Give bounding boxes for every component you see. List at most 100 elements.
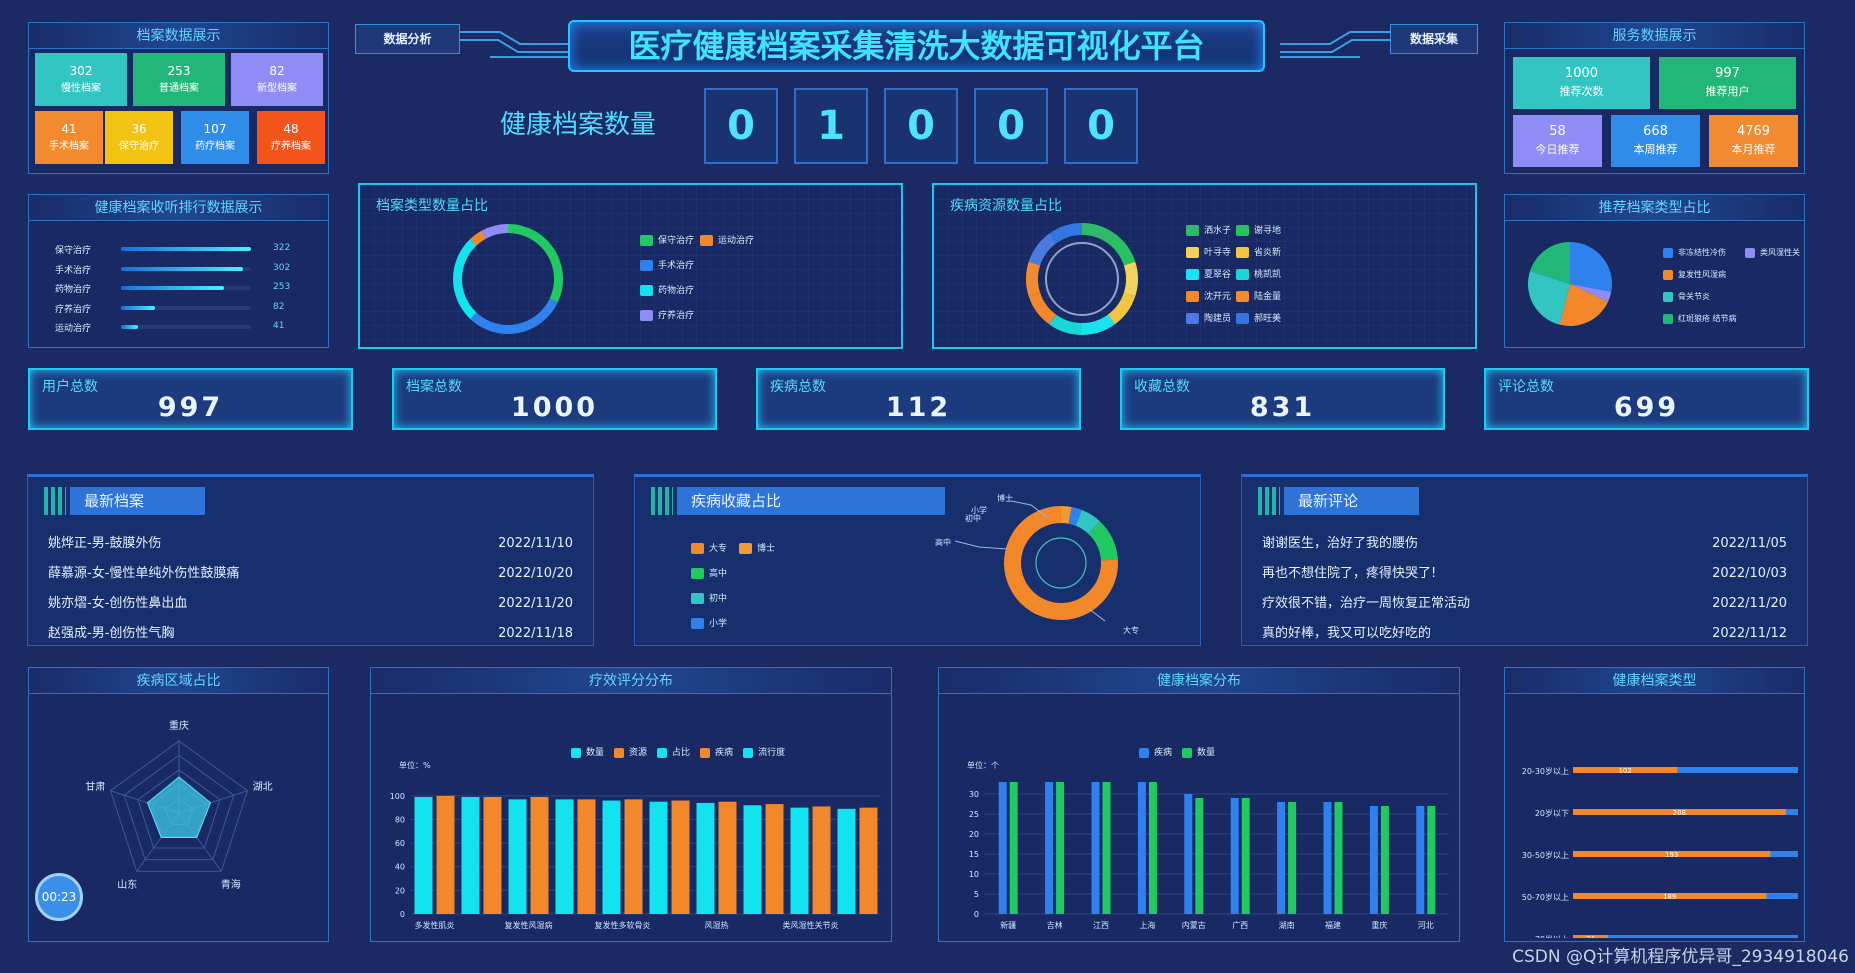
service-tile[interactable]: 4769 本月推荐 [1709,115,1798,167]
bar-疾病 [998,782,1007,914]
tile-label: 慢性档案 [61,83,101,94]
rank-value: 82 [273,301,285,312]
tile-label: 今日推荐 [1535,143,1580,156]
archive-type-donut [453,224,563,334]
panel-title: 疾病资源数量占比 [950,198,1062,214]
service-tile[interactable]: 1000 推荐次数 [1513,57,1650,109]
legend-swatch [739,543,752,554]
bar-value [1573,767,1678,773]
tile-label: 手术档案 [49,141,89,152]
bar-数量 [1102,782,1111,914]
legend-label: 手术治疗 [658,261,695,271]
legend-swatch [1186,247,1199,258]
panel-title: 健康档案类型 [1505,668,1804,694]
bar-疾病 [1416,806,1425,914]
stat-label: 疾病总数 [770,379,826,395]
bar-资源 [765,804,784,914]
timer-badge[interactable]: 00:23 [35,873,83,921]
list-item[interactable]: 谢谢医生，治好了我的腰伤 2022/11/05 [1262,533,1787,555]
list-item[interactable]: 姚烨正-男-鼓膜外伤 2022/11/10 [48,533,573,555]
tile-value: 41 [61,122,77,136]
radar-label: 重庆 [169,719,189,732]
item-text: 赵强成-男-创伤性气胸 [48,626,175,641]
service-tile[interactable]: 668 本周推荐 [1611,115,1700,167]
tile-value: 48 [283,122,299,136]
legend-swatch [640,260,653,271]
legend-swatch [691,593,704,604]
donut-segment [1028,233,1057,266]
list-item[interactable]: 赵强成-男-创伤性气胸 2022/11/18 [48,623,573,645]
archive-tile[interactable]: 302 慢性档案 [35,53,127,106]
legend-swatch [1186,291,1199,302]
archive-tile[interactable]: 107 药疗档案 [181,111,249,164]
list-item[interactable]: 疗效很不错，治疗一周恢复正常活动 2022/11/20 [1262,593,1787,615]
donut-segment [470,298,558,334]
x-tick-label: 广西 [1232,920,1248,930]
service-tile[interactable]: 997 推荐用户 [1659,57,1796,109]
archive-tile[interactable]: 253 普通档案 [133,53,225,106]
panel-title: 推荐档案类型占比 [1505,195,1804,221]
rank-track [121,325,251,329]
category-label: 30-50岁以上 [1522,850,1569,860]
bar-数量 [790,807,809,914]
bar-value-label: 208 [1673,809,1686,817]
rank-track [121,305,251,310]
archive-tile[interactable]: 36 保守治疗 [105,111,173,164]
archive-tile[interactable]: 41 手术档案 [35,111,103,164]
legend-label: 数量 [586,748,605,758]
legend-label: 资源 [629,748,648,758]
item-date: 2022/11/12 [1712,626,1787,641]
list-item[interactable]: 姚亦熠-女-创伤性鼻出血 2022/11/20 [48,593,573,615]
archive-count-label: 健康档案数量 [500,110,657,140]
y-tick-label: 0 [974,910,979,919]
data-collection-button[interactable]: 数据采集 [1390,24,1478,54]
list-item[interactable]: 薛慕源-女-慢性单纯外伤性鼓膜痛 2022/10/20 [48,563,573,585]
donut-segment [1004,506,1118,620]
legend-label: 骨关节炎 [1678,292,1710,301]
x-tick-label: 内蒙古 [1182,920,1206,930]
bar-value [1573,851,1771,857]
disease-share-panel: 疾病资源数量占比 洒水子 谢寻地 叶寻寺 省炎新 夏翠谷 桃凯凯 沈开元 陆金量 陶建员 郝旺美 [932,183,1477,349]
tile-value: 253 [167,64,191,78]
digit-1: 0 [704,88,778,164]
legend-item: 数量 [571,745,604,758]
archive-distribution-panel: 健康档案分布 疾病 数量 单位：个 0 5 10 15 20 25 30 新疆 吉林 江西 上海 内蒙古… [938,667,1460,942]
panel-title: 档案数据展示 [29,23,328,49]
legend-item: 夏翠谷 [1186,267,1231,280]
legend-item: 高中 [691,566,727,579]
x-tick-label: 湖南 [1279,920,1295,930]
bar-疾病 [1045,782,1054,914]
archive-tile[interactable]: 82 新型档案 [231,53,323,106]
data-analysis-button[interactable]: 数据分析 [355,24,460,54]
callout-line [954,540,1008,550]
radar-area [146,776,212,838]
legend-label: 陶建员 [1204,314,1232,324]
legend-label: 博士 [757,544,776,554]
donut-segment [1123,261,1138,297]
pie-slice [1559,284,1609,326]
bar-数量 [1195,798,1204,914]
x-tick-label: 重庆 [1371,920,1387,930]
list-item[interactable]: 再也不想住院了，疼得快哭了! 2022/10/03 [1262,563,1787,585]
distribution-unit: 单位：个 [967,761,999,770]
legend-label: 保守治疗 [658,236,695,246]
bar-数量 [649,801,668,914]
legend-label: 谢寻地 [1254,226,1282,236]
header-right-deco [1280,31,1390,58]
list-item[interactable]: 真的好棒，我又可以吃好吃的 2022/11/12 [1262,623,1787,645]
legend-label: 省炎新 [1254,248,1282,258]
callout-line [1010,500,1048,518]
archive-data-panel: 档案数据展示 302 慢性档案 253 普通档案 82 新型档案 41 手术档案 36 保守治疗 1… [28,22,329,174]
legend-swatch [1236,247,1249,258]
item-text: 薛慕源-女-慢性单纯外伤性鼓膜痛 [48,566,240,581]
legend-swatch [1236,225,1249,236]
archive-tile[interactable]: 48 疗养档案 [257,111,325,164]
service-tile[interactable]: 58 今日推荐 [1513,115,1602,167]
radar-label: 青海 [221,878,241,891]
legend-swatch [657,747,668,758]
rank-bar [121,305,155,310]
y-tick-label: 60 [395,839,405,848]
stat-label: 收藏总数 [1134,379,1190,395]
efficacy-panel: 疗效评分分布 数量 资源 占比 疾病 流行度 单位：% 0 20 40 60 80 100 多发性肌… [370,667,892,942]
